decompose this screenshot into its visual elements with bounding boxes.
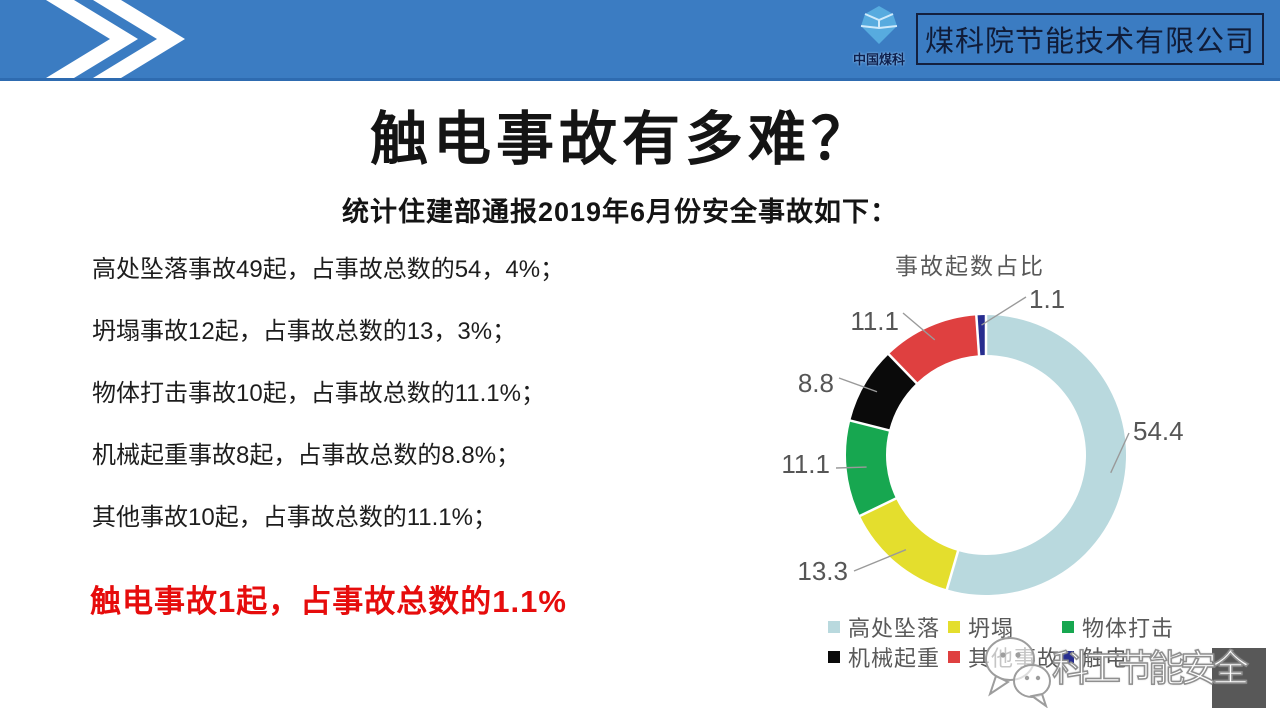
accident-list: 高处坠落事故49起，占事故总数的54，4%； 坍塌事故12起，占事故总数的13，3… <box>92 256 732 566</box>
highlight-statement: 触电事故1起，占事故总数的1.1% <box>90 584 567 619</box>
logo-text: 中国煤科 <box>852 52 905 67</box>
company-name: 煤科院节能技术有限公司 <box>924 26 1255 58</box>
legend-swatch-icon <box>948 621 960 633</box>
slice-label-5: 1.1 <box>1029 284 1065 314</box>
chevrons-icon <box>46 0 185 78</box>
company-logo: 中国煤科 <box>843 4 915 76</box>
wechat-icon <box>985 637 1051 708</box>
watermark-text: 科工节能安全 <box>1051 647 1250 690</box>
slice-label-1: 13.3 <box>797 556 848 586</box>
legend-swatch-icon <box>1062 651 1074 663</box>
legend-label: 机械起重 <box>848 646 941 671</box>
subtitle: 统计住建部通报2019年6月份安全事故如下： <box>341 197 899 227</box>
watermark-square <box>1212 648 1266 708</box>
legend-item-1: 坍塌 <box>948 612 1062 642</box>
donut-slice-4 <box>888 315 980 384</box>
list-item: 机械起重事故8起，占事故总数的8.8%； <box>92 442 521 469</box>
leader-line-3 <box>838 377 878 393</box>
legend-swatch-icon <box>828 651 840 663</box>
leader-line-4 <box>902 312 936 341</box>
accident-donut-chart: 事故起数占比 54.4 13.3 11.1 8.8 11.1 1.1 <box>781 254 1184 595</box>
chart-legend: 高处坠落坍塌物体打击机械起重其他事故触电 <box>828 612 1258 672</box>
donut-slice-0 <box>946 315 1126 595</box>
slice-label-0: 54.4 <box>1133 416 1184 446</box>
list-item: 物体打击事故10起，占事故总数的11.1%； <box>92 380 545 407</box>
list-item: 其他事故10起，占事故总数的11.1%； <box>92 504 497 531</box>
donut-slices <box>846 313 1126 595</box>
legend-swatch-icon <box>1062 621 1074 633</box>
legend-item-0: 高处坠落 <box>828 612 948 642</box>
slice-separator <box>945 548 960 592</box>
header-bar: 中国煤科 煤科院节能技术有限公司 <box>0 0 1280 81</box>
label-leader-lines <box>835 296 1130 572</box>
donut-slice-2 <box>846 420 896 516</box>
leader-line-2 <box>835 466 867 469</box>
donut-slice-3 <box>850 354 917 431</box>
chart-title: 事故起数占比 <box>895 254 1045 279</box>
donut-slice-1 <box>859 498 959 590</box>
legend-label: 物体打击 <box>1082 616 1175 641</box>
list-item: 高处坠落事故49起，占事故总数的54，4%； <box>92 256 565 283</box>
legend-item-3: 机械起重 <box>828 642 948 672</box>
slice-separator <box>974 313 981 358</box>
page-title: 触电事故有多难？ <box>369 107 874 172</box>
leader-line-5 <box>981 296 1027 326</box>
slice-label-3: 8.8 <box>798 368 834 398</box>
legend-item-5: 触电 <box>1062 642 1258 672</box>
legend-swatch-icon <box>948 651 960 663</box>
slice-label-2: 11.1 <box>781 449 830 479</box>
legend-label: 坍塌 <box>968 616 1015 641</box>
legend-swatch-icon <box>828 621 840 633</box>
leader-line-1 <box>853 549 907 572</box>
slice-label-4: 11.1 <box>850 306 899 336</box>
legend-item-2: 物体打击 <box>1062 612 1258 642</box>
leader-line-0 <box>1110 432 1130 474</box>
legend-label: 触电 <box>1082 646 1129 671</box>
slice-separator <box>857 496 899 518</box>
slice-separator <box>886 351 919 386</box>
slice-separator <box>848 418 892 433</box>
gem-logo-icon <box>860 6 898 44</box>
company-name-box: 煤科院节能技术有限公司 <box>916 13 1264 65</box>
slice-labels: 54.4 13.3 11.1 8.8 11.1 1.1 <box>781 284 1183 586</box>
list-item: 坍塌事故12起，占事故总数的13，3%； <box>92 318 517 345</box>
legend-label: 高处坠落 <box>848 616 941 641</box>
